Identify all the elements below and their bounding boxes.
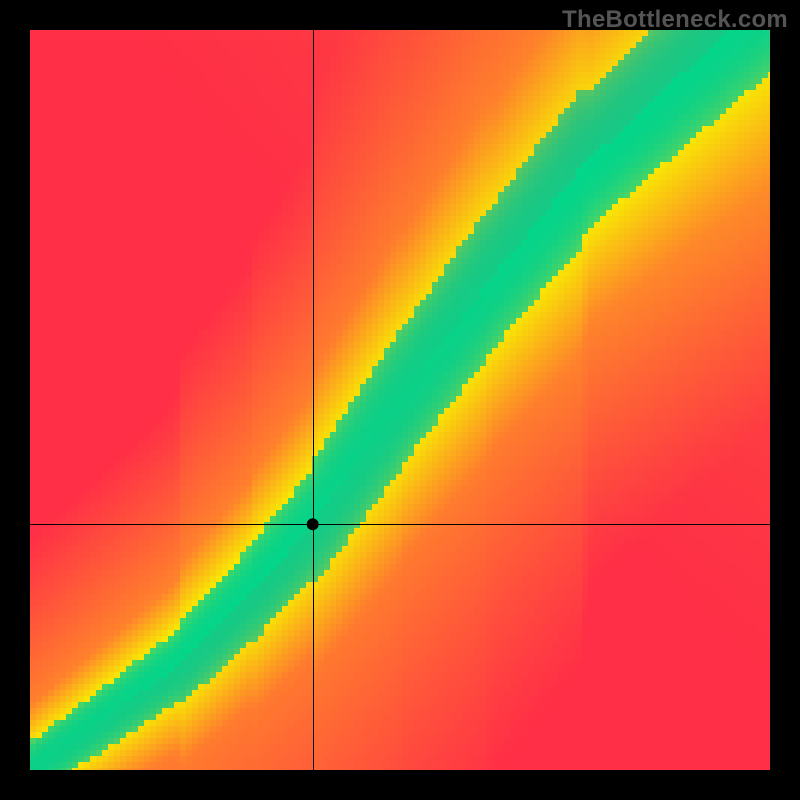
- heatmap-canvas: [0, 0, 800, 800]
- chart-root: TheBottleneck.com: [0, 0, 800, 800]
- watermark-text: TheBottleneck.com: [562, 6, 788, 34]
